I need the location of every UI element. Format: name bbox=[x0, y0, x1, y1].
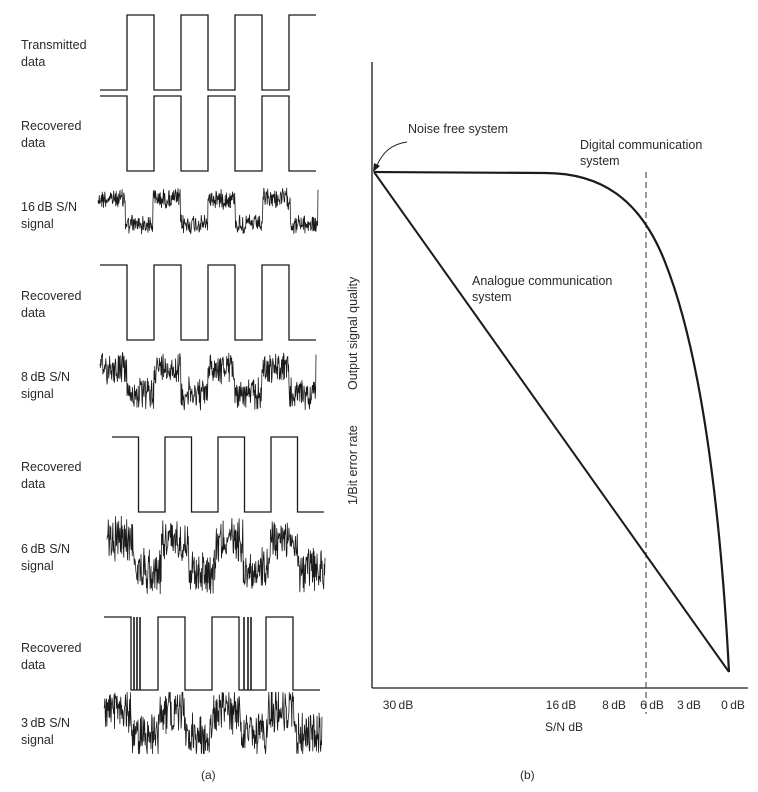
x-tick-8db: 8 dB bbox=[602, 698, 626, 712]
annotation-analogue: Analogue communication system bbox=[472, 274, 613, 304]
digital-curve bbox=[373, 170, 731, 673]
x-tick-6db: 6 dB bbox=[640, 698, 664, 712]
noisy-signal-2 bbox=[97, 187, 319, 235]
x-axis-label: S/N dB bbox=[544, 720, 584, 734]
analogue-curve bbox=[373, 171, 730, 673]
x-tick-16db: 16 dB bbox=[545, 698, 577, 712]
x-tick-3db: 3 dB bbox=[677, 698, 701, 712]
row-label-recovered-data-2: Recovered data bbox=[21, 289, 82, 320]
y-axis-label-bit-error-rate: 1/Bit error rate bbox=[346, 425, 360, 505]
row-label-transmitted-data: Transmitted data bbox=[21, 38, 87, 69]
square-wave-3 bbox=[100, 264, 316, 341]
panel-b-caption: (b) bbox=[520, 768, 535, 782]
square-wave-5 bbox=[112, 436, 324, 513]
x-tick-0db: 0 dB bbox=[721, 698, 745, 712]
annotation-digital: Digital communication system bbox=[580, 138, 703, 168]
row-label-recovered-data-1: Recovered data bbox=[21, 119, 82, 150]
row-label-6db-signal: 6 dB S/N signal bbox=[21, 542, 71, 573]
noise-free-pointer-arrowhead bbox=[373, 163, 380, 172]
row-label-recovered-data-3: Recovered data bbox=[21, 460, 82, 491]
row-label-16db-signal: 16 dB S/N signal bbox=[21, 200, 78, 231]
annotation-noise-free: Noise free system bbox=[408, 122, 509, 136]
noisy-signal-4 bbox=[99, 352, 317, 411]
y-axis-label-signal-quality: Output signal quality bbox=[346, 276, 360, 390]
row-label-3db-signal: 3 dB S/N signal bbox=[21, 716, 71, 747]
noise-free-pointer bbox=[375, 141, 408, 169]
noisy-signal-6 bbox=[106, 515, 326, 595]
row-label-recovered-data-4: Recovered data bbox=[21, 641, 82, 672]
panel-b-plot bbox=[371, 62, 748, 714]
x-tick-30db: 30 dB bbox=[382, 698, 414, 712]
noisy-signal-8 bbox=[103, 691, 323, 755]
row-label-8db-signal: 8 dB S/N signal bbox=[21, 370, 71, 401]
square-wave-1 bbox=[100, 95, 316, 172]
square-wave-0 bbox=[100, 14, 316, 91]
panel-a-caption: (a) bbox=[201, 768, 216, 782]
square-wave-errors-7 bbox=[104, 616, 320, 691]
panel-a-waveforms bbox=[97, 14, 326, 755]
